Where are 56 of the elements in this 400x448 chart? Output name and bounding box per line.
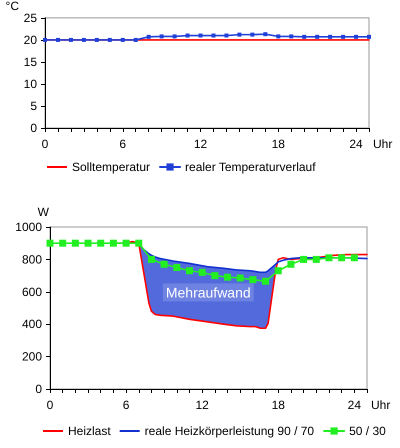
- y-tick-label: 200: [22, 350, 42, 364]
- x-tick-label: 0: [46, 398, 54, 412]
- point: [160, 260, 168, 268]
- point: [249, 276, 256, 284]
- x-tick-label: 18: [272, 398, 286, 412]
- y-tick-label: 25: [24, 10, 38, 25]
- y-tick-label: 400: [22, 317, 42, 332]
- y-tick-label: 600: [22, 284, 42, 299]
- y-tick-label: 1000: [15, 220, 42, 234]
- legend-label: 50 / 30: [349, 424, 386, 438]
- x-tick-label: 24: [348, 398, 362, 412]
- point: [59, 240, 66, 247]
- x-tick-label: 6: [122, 398, 130, 412]
- point: [186, 267, 193, 274]
- point: [312, 256, 320, 263]
- point: [173, 264, 180, 271]
- y-tick-label: 0: [35, 382, 42, 396]
- x-tick-label: 18: [272, 137, 286, 151]
- y-axis-title: W: [38, 205, 50, 219]
- x-axis-title: Uhr: [371, 398, 390, 412]
- point: [46, 240, 54, 247]
- point: [287, 260, 294, 268]
- point: [274, 267, 282, 274]
- y-tick-label: 20: [24, 32, 38, 47]
- legend-label: Heizlast: [68, 424, 112, 438]
- point: [110, 240, 117, 247]
- x-tick-label: 24: [349, 137, 364, 151]
- point: [122, 240, 130, 247]
- point: [198, 268, 206, 276]
- y-tick-label: 0: [30, 121, 38, 135]
- point: [350, 254, 358, 262]
- point: [338, 254, 346, 262]
- point: [236, 274, 244, 282]
- point: [148, 256, 155, 263]
- y-tick-label: 10: [24, 76, 38, 91]
- point: [97, 240, 104, 247]
- legend-label: realer Temperaturverlauf: [185, 160, 316, 174]
- point: [135, 240, 142, 247]
- point: [262, 278, 270, 285]
- point: [72, 240, 79, 247]
- point: [300, 256, 308, 263]
- y-tick-label: 800: [22, 252, 42, 266]
- x-tick-label: 12: [194, 137, 208, 151]
- annotation: Mehraufwand: [166, 284, 251, 300]
- point: [325, 254, 332, 262]
- legend-label: reale Heizkörperleistung 90 / 70: [144, 424, 314, 438]
- point: [224, 274, 232, 281]
- x-tick-label: 12: [195, 398, 210, 412]
- legend-label: Solltemperatur: [72, 160, 150, 174]
- point: [211, 272, 218, 280]
- point: [84, 240, 92, 247]
- y-tick-label: 15: [24, 54, 38, 69]
- x-tick-label: 6: [119, 137, 126, 151]
- y-tick-label: 5: [30, 98, 38, 113]
- y-axis-title: °C: [6, 0, 20, 13]
- x-axis-title: Uhr: [373, 137, 392, 151]
